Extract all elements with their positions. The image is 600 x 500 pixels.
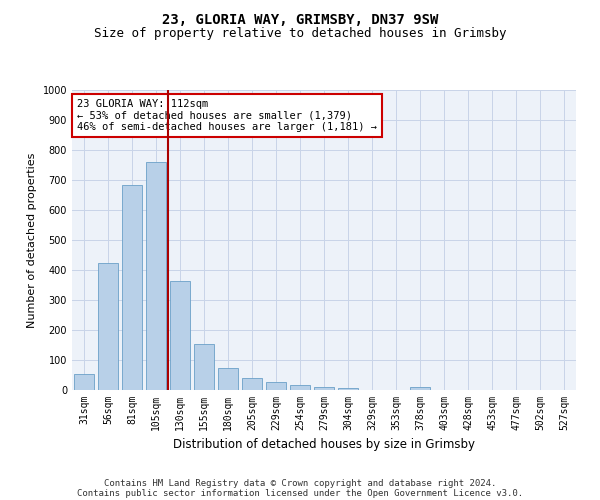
- X-axis label: Distribution of detached houses by size in Grimsby: Distribution of detached houses by size …: [173, 438, 475, 452]
- Bar: [194, 344, 214, 390]
- Bar: [314, 387, 334, 390]
- Bar: [74, 374, 94, 390]
- Text: 23 GLORIA WAY: 112sqm
← 53% of detached houses are smaller (1,379)
46% of semi-d: 23 GLORIA WAY: 112sqm ← 53% of detached …: [77, 99, 377, 132]
- Bar: [290, 384, 310, 390]
- Bar: [170, 282, 190, 390]
- Bar: [266, 382, 286, 390]
- Bar: [122, 185, 142, 390]
- Bar: [98, 264, 118, 390]
- Bar: [218, 368, 238, 390]
- Text: Contains public sector information licensed under the Open Government Licence v3: Contains public sector information licen…: [77, 488, 523, 498]
- Bar: [146, 162, 166, 390]
- Text: Contains HM Land Registry data © Crown copyright and database right 2024.: Contains HM Land Registry data © Crown c…: [104, 478, 496, 488]
- Bar: [242, 378, 262, 390]
- Bar: [410, 387, 430, 390]
- Y-axis label: Number of detached properties: Number of detached properties: [27, 152, 37, 328]
- Bar: [338, 388, 358, 390]
- Text: 23, GLORIA WAY, GRIMSBY, DN37 9SW: 23, GLORIA WAY, GRIMSBY, DN37 9SW: [162, 12, 438, 26]
- Text: Size of property relative to detached houses in Grimsby: Size of property relative to detached ho…: [94, 28, 506, 40]
